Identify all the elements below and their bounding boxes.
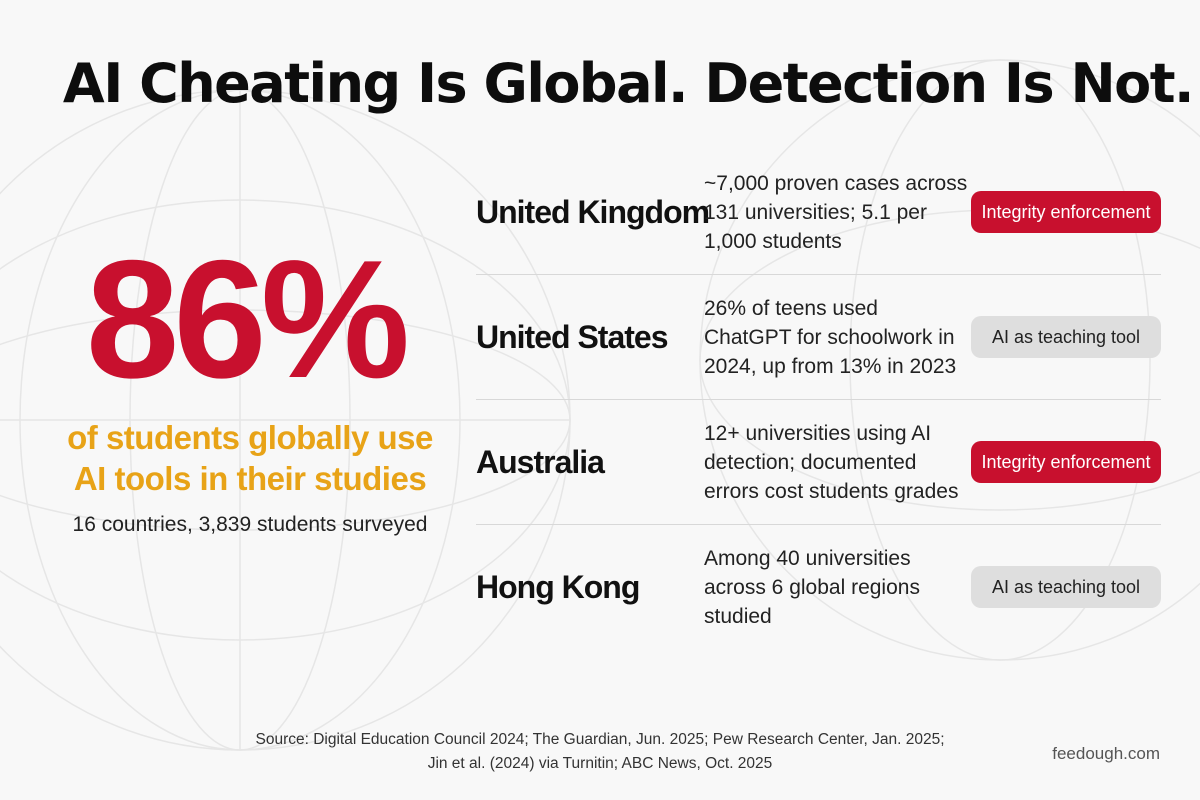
approach-badge: AI as teaching tool — [971, 316, 1161, 358]
survey-note: 16 countries, 3,839 students surveyed — [72, 513, 428, 536]
country-description: ~7,000 proven cases across 131 universit… — [704, 171, 968, 253]
country-row-australia: Australia 12+ universities using AI dete… — [476, 400, 1161, 525]
stat-caption-line-1: of students globally use — [67, 419, 433, 456]
country-description: Among 40 universities across 6 global re… — [704, 546, 920, 628]
country-comparison-list: United Kingdom ~7,000 proven cases acros… — [476, 150, 1161, 649]
country-row-united-states: United States 26% of teens used ChatGPT … — [476, 275, 1161, 400]
country-name: United Kingdom — [476, 193, 710, 230]
country-description: 12+ universities using AI detection; doc… — [704, 421, 959, 503]
brand-watermark[interactable]: feedough.com — [1052, 744, 1160, 763]
country-row-united-kingdom: United Kingdom ~7,000 proven cases acros… — [476, 150, 1161, 275]
country-name: Hong Kong — [476, 568, 640, 605]
country-name: Australia — [476, 443, 605, 480]
headline-stat-block: 86% of students globally use AI tools in… — [40, 235, 460, 537]
stat-caption: of students globally use AI tools in the… — [40, 417, 460, 499]
approach-badge: Integrity enforcement — [971, 441, 1161, 483]
headline-percentage: 86% — [85, 225, 410, 413]
source-line-2: Jin et al. (2024) via Turnitin; ABC News… — [427, 755, 773, 772]
source-line-1: Source: Digital Education Council 2024; … — [255, 731, 945, 748]
source-citation: Source: Digital Education Council 2024; … — [240, 728, 960, 776]
stat-caption-line-2: AI tools in their studies — [73, 460, 427, 497]
approach-badge: AI as teaching tool — [971, 566, 1161, 608]
country-description: 26% of teens used ChatGPT for schoolwork… — [704, 296, 957, 378]
page-title: AI Cheating Is Global. Detection Is Not. — [62, 52, 1195, 115]
country-name: United States — [476, 318, 668, 355]
country-row-hong-kong: Hong Kong Among 40 universities across 6… — [476, 525, 1161, 649]
approach-badge: Integrity enforcement — [971, 191, 1161, 233]
